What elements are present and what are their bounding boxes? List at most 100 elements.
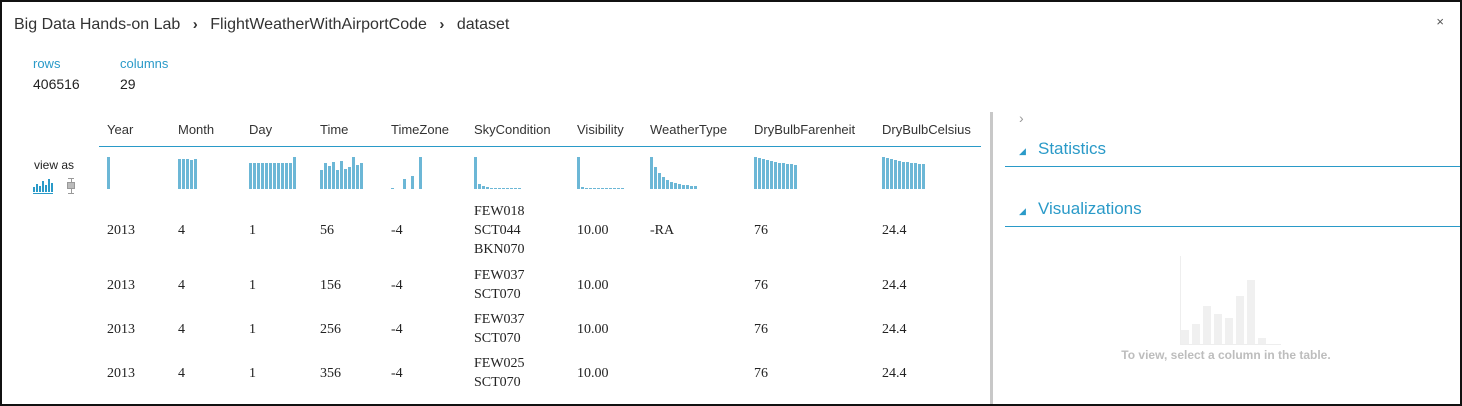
column-header-visibility[interactable]: Visibility [569,112,642,147]
histogram-bar [922,164,925,189]
table-cell: 1 [249,365,256,381]
histogram-bar [332,162,335,189]
column-histogram-skycondition[interactable] [466,147,569,200]
column-histogram-drybulbcelsius[interactable] [874,147,981,200]
boxplot-view-icon[interactable] [67,178,75,194]
histogram-bar [794,165,797,189]
table-cell: 4 [178,277,185,293]
table-row[interactable]: 2013 4 1 156 -4 FEW037 SCT070 10.00 76 24.4 [99,261,981,309]
table-cell: 24.4 [882,365,907,381]
table-cell-line: FEW025 [474,356,525,371]
histogram-bar [265,163,268,189]
histogram-bar [403,179,406,189]
histogram-bar [277,163,280,189]
histogram-bar [482,186,485,189]
table-cell: 2013 [107,222,135,238]
table-cell: 56 [320,222,334,238]
histogram-bar [918,163,921,189]
table-cell: 4 [178,365,185,381]
column-histogram-year[interactable] [99,147,170,200]
histogram-bar [778,162,781,189]
histogram-bar [605,188,608,189]
histogram-bar [518,188,521,189]
columns-value: 29 [120,76,136,92]
column-histogram-month[interactable] [170,147,241,200]
panel-splitter[interactable] [990,112,993,404]
histogram-row [99,147,981,200]
column-header-skycondition[interactable]: SkyCondition [466,112,569,147]
column-header-drybulbfarenheit[interactable]: DryBulbFarenheit [746,112,874,147]
histogram-bar [894,160,897,189]
chevron-right-icon[interactable]: › [1019,110,1024,126]
statistics-title: Statistics [1038,139,1107,158]
column-histogram-weathertype[interactable] [642,147,746,200]
breadcrumb-item-lab[interactable]: Big Data Hands-on Lab [14,16,181,33]
histogram-bar [621,188,624,189]
statistics-section-header[interactable]: ◢ Statistics [1005,132,1460,167]
histogram-bar [585,188,588,189]
table-cell: 2013 [107,365,135,381]
histogram-bar [336,169,339,189]
table-row[interactable]: 2013 4 1 356 -4 FEW025 SCT070 10.00 76 24.4 [99,349,981,397]
histogram-bar [593,188,596,189]
histogram-view-icon[interactable] [33,178,53,194]
rows-stat: rows 406516 [33,56,80,92]
table-cell: 10.00 [577,365,609,381]
triangle-down-icon: ◢ [1019,146,1026,156]
histogram-bar [490,187,493,189]
column-header-month[interactable]: Month [170,112,241,147]
table-cell: -4 [391,277,403,293]
visualizations-section-header[interactable]: ◢ Visualizations [1005,192,1460,227]
table-cell: -4 [391,321,403,337]
close-icon[interactable]: × [1436,14,1444,29]
column-header-weathertype[interactable]: WeatherType [642,112,746,147]
table-row[interactable]: 2013 4 1 256 -4 FEW037 SCT070 10.00 76 24.4 [99,309,981,349]
column-header-timezone[interactable]: TimeZone [383,112,466,147]
table-cell: 76 [754,365,768,381]
histogram-bar [510,188,513,189]
column-header-drybulbcelsius[interactable]: DryBulbCelsius [874,112,981,147]
histogram-bar [609,188,612,189]
histogram-bar [886,158,889,189]
histogram-bar [344,168,347,189]
histogram-bar [690,185,693,189]
visualization-hint: To view, select a column in the table. [1121,348,1331,362]
breadcrumb-item-experiment[interactable]: FlightWeatherWithAirportCode [210,16,427,33]
column-header-time[interactable]: Time [312,112,383,147]
table-cell: 1 [249,277,256,293]
column-histogram-timezone[interactable] [383,147,466,200]
histogram-bar [694,186,697,189]
table-cell [642,261,746,309]
histogram-bar [774,162,777,189]
histogram-bar [762,158,765,189]
histogram-bar [419,157,422,189]
column-header-year[interactable]: Year [99,112,170,147]
dataset-table: Year Month Day Time TimeZone SkyCondition Visi… [99,112,981,397]
bar-chart-placeholder-icon [1180,256,1281,345]
histogram-bar [320,169,323,189]
histogram-bar [285,163,288,189]
column-histogram-visibility[interactable] [569,147,642,200]
histogram-bar [666,180,669,189]
histogram-bar [411,175,414,189]
histogram-bar [898,161,901,189]
histogram-bar [182,158,185,189]
table-row[interactable]: 2013 4 1 56 -4 FEW018 SCT044 BKN070 10.00 -RA 76 24… [99,199,981,261]
table-cell: 10.00 [577,277,609,293]
column-histogram-drybulbfarenheit[interactable] [746,147,874,200]
histogram-bar [474,157,477,189]
column-histogram-day[interactable] [241,147,312,200]
histogram-bar [190,160,193,189]
histogram-bar [506,188,509,189]
histogram-bar [514,188,517,189]
histogram-bar [502,188,505,189]
table-cell [642,309,746,349]
table-cell-line: FEW018 [474,203,525,219]
histogram-bar [782,163,785,189]
column-histogram-time[interactable] [312,147,383,200]
table-cell: 2013 [107,277,135,293]
histogram-bar [766,160,769,189]
column-header-day[interactable]: Day [241,112,312,147]
table-cell: FEW025 SCT070 [466,349,569,397]
table-cell-line: SCT070 [474,331,521,346]
